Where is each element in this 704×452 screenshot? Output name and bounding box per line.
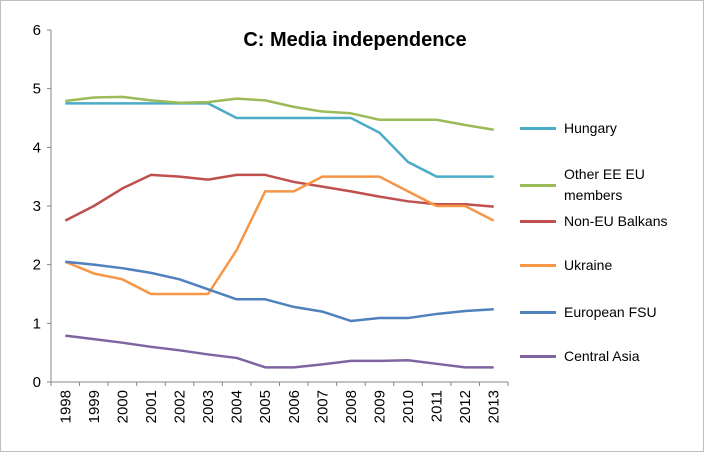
legend-item: Hungary xyxy=(520,118,700,139)
series-line xyxy=(64,173,494,222)
series-line xyxy=(65,102,494,178)
series-line xyxy=(64,175,495,296)
legend-label: Hungary xyxy=(564,119,617,136)
y-tick-label: 1 xyxy=(33,315,41,332)
legend-item: Non-EU Balkans xyxy=(520,211,700,232)
x-tick-label: 2013 xyxy=(486,390,503,423)
legend-swatch xyxy=(520,126,556,130)
legend-swatch xyxy=(520,219,556,223)
legend-swatch xyxy=(520,263,556,267)
series-line xyxy=(65,334,494,369)
x-tick-label: 2001 xyxy=(143,390,160,423)
legend-item: Ukraine xyxy=(520,255,700,276)
x-tick-label: 2008 xyxy=(343,390,360,423)
x-tick-label: 1998 xyxy=(57,390,74,423)
legend-item: European FSU xyxy=(520,302,700,323)
x-tick-label: 2012 xyxy=(457,390,474,423)
legend-item: Other EE EU members xyxy=(520,164,700,206)
x-tick-label: 2002 xyxy=(172,390,189,423)
x-tick-label: 1999 xyxy=(86,390,103,423)
y-tick-label: 5 xyxy=(33,81,41,98)
x-tick-label: 2011 xyxy=(429,390,446,422)
x-tick-label: 2004 xyxy=(229,390,246,423)
y-tick-label: 0 xyxy=(33,374,41,391)
series-line xyxy=(65,260,494,323)
legend-label: Ukraine xyxy=(564,256,613,273)
y-tick-label: 4 xyxy=(33,139,41,156)
legend-swatch xyxy=(520,183,556,187)
y-tick-label: 3 xyxy=(33,198,41,215)
legend-item: Central Asia xyxy=(520,346,700,367)
x-tick-label: 2006 xyxy=(286,390,303,423)
x-tick-label: 2010 xyxy=(400,390,417,423)
x-tick-label: 2003 xyxy=(200,390,217,423)
x-tick-label: 2005 xyxy=(257,390,274,423)
series-line xyxy=(65,95,494,131)
legend-label: Non-EU Balkans xyxy=(564,212,668,229)
x-tick-label: 2009 xyxy=(371,390,388,423)
legend-label: European FSU xyxy=(564,303,657,320)
y-tick-label: 6 xyxy=(33,22,41,39)
legend-swatch xyxy=(520,354,556,358)
x-tick-label: 2007 xyxy=(314,390,331,423)
legend-label: Central Asia xyxy=(564,347,640,364)
legend-swatch xyxy=(520,310,556,314)
x-tick-label: 2000 xyxy=(114,390,131,423)
legend-label: Other EE EU members xyxy=(564,166,645,203)
y-tick-label: 2 xyxy=(33,257,41,274)
chart-title: C: Media independence xyxy=(243,29,466,51)
